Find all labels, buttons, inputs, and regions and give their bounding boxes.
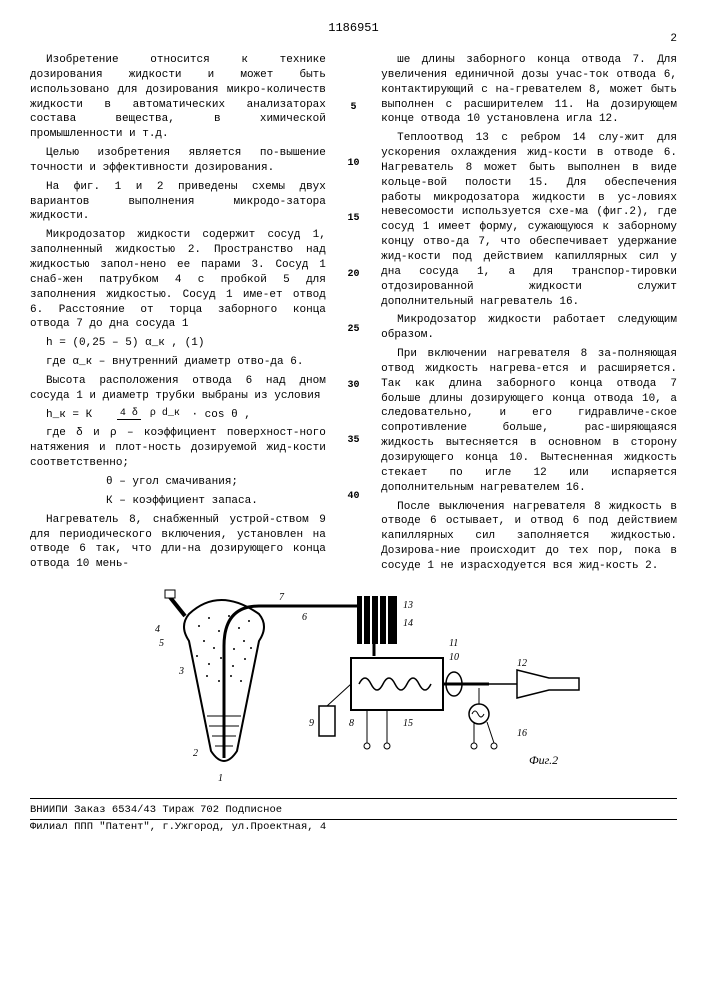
callout: 3 (178, 666, 184, 677)
paragraph: После выключения нагревателя 8 жидкость … (381, 500, 677, 574)
paragraph: Целью изобретения является по-вышение то… (30, 146, 326, 176)
filler-tube (169, 596, 185, 616)
figure-svg: 4 5 3 2 1 7 6 9 8 13 14 10 11 15 12 16 Ф… (119, 586, 589, 786)
callout: 14 (403, 618, 413, 629)
callout: 9 (309, 718, 314, 729)
patent-page: 11 8 6 9 5 1 2 Изобретение относится к техник… (0, 0, 707, 844)
terminal (471, 743, 477, 749)
callout: 11 (449, 638, 458, 649)
switch-device (319, 706, 335, 736)
where-line: θ – угол смачивания; (90, 475, 326, 490)
callout: 8 (349, 718, 354, 729)
denominator: ρ d_к (147, 408, 183, 419)
line-no: 35 (346, 434, 361, 448)
left-column: Изобретение относится к технике дозирова… (30, 53, 326, 578)
formula-2: h_к = К 4 δ ρ d_к · cos θ , (30, 408, 326, 423)
paragraph: ше длины заборного конца отвода 7. Для у… (381, 53, 677, 127)
fraction: 4 δ ρ d_к (101, 409, 183, 419)
heater-box (351, 658, 443, 710)
callout: 13 (403, 600, 413, 611)
heater-coil (359, 678, 431, 690)
callouts: 4 5 3 2 1 7 6 9 8 13 14 10 11 15 12 16 (155, 592, 527, 784)
where-line: К – коэффициент запаса. (90, 494, 326, 509)
paragraph: Нагреватель 8, снабженный устрой-ством 9… (30, 513, 326, 572)
formula-lhs: h_к = К (46, 409, 92, 421)
callout: 7 (279, 592, 285, 603)
terminal (491, 743, 497, 749)
callout: 4 (155, 624, 160, 635)
paragraph: Изобретение относится к технике дозирова… (30, 53, 326, 142)
line-no: 5 (346, 101, 361, 115)
line-no: 15 (346, 212, 361, 226)
line-no: 25 (346, 323, 361, 337)
callout: 15 (403, 718, 413, 729)
line-no: 10 (346, 157, 361, 171)
formula-rhs: · cos θ , (191, 409, 250, 421)
callout: 1 (218, 773, 223, 784)
callout: 12 (517, 658, 527, 669)
footer-line-1: ВНИИПИ Заказ 6534/43 Тираж 702 Подписное (30, 801, 677, 820)
footer-line-2: Филиал ППП "Патент", г.Ужгород, ул.Проек… (30, 820, 677, 834)
paragraph: При включении нагревателя 8 за-полняющая… (381, 347, 677, 495)
numerator: 4 δ (117, 408, 141, 420)
line-number-gutter: 5 10 15 20 25 30 35 40 (346, 53, 361, 578)
lead (487, 722, 494, 743)
terminal (384, 743, 390, 749)
paragraph: Микродозатор жидкости содержит сосуд 1, … (30, 228, 326, 332)
receiver (517, 670, 579, 698)
line-no: 20 (346, 268, 361, 282)
callout: 6 (302, 612, 307, 623)
aux-coil (472, 711, 484, 717)
two-column-body: Изобретение относится к технике дозирова… (30, 53, 677, 578)
imprint-footer: ВНИИПИ Заказ 6534/43 Тираж 702 Подписное… (30, 798, 677, 834)
formula-1-where: где α_к – внутренний диаметр отво-да 6. (30, 355, 326, 370)
callout: 16 (517, 728, 527, 739)
figure-2: 4 5 3 2 1 7 6 9 8 13 14 10 11 15 12 16 Ф… (30, 586, 677, 792)
paragraph: Теплоотвод 13 с ребром 14 слу-жит для ус… (381, 131, 677, 309)
callout: 5 (159, 638, 164, 649)
paragraph: Микродозатор жидкости работает следующим… (381, 313, 677, 343)
right-column: ше длины заборного конца отвода 7. Для у… (381, 53, 677, 578)
terminal (364, 743, 370, 749)
figure-label: Фиг.2 (529, 753, 558, 767)
stopper (165, 590, 175, 598)
paragraph: На фиг. 1 и 2 приведены схемы двух вариа… (30, 180, 326, 225)
formula-1: h = (0,25 – 5) α_к , (1) (30, 336, 326, 351)
callout: 2 (193, 748, 198, 759)
where-line: где δ и ρ – коэффициент поверхност-ного … (30, 426, 326, 471)
aux-heater (469, 704, 489, 724)
line-no: 30 (346, 379, 361, 393)
switch-lead (327, 684, 351, 706)
paragraph: Высота расположения отвода 6 над дном со… (30, 374, 326, 404)
callout: 10 (449, 652, 459, 663)
line-no: 40 (346, 490, 361, 504)
